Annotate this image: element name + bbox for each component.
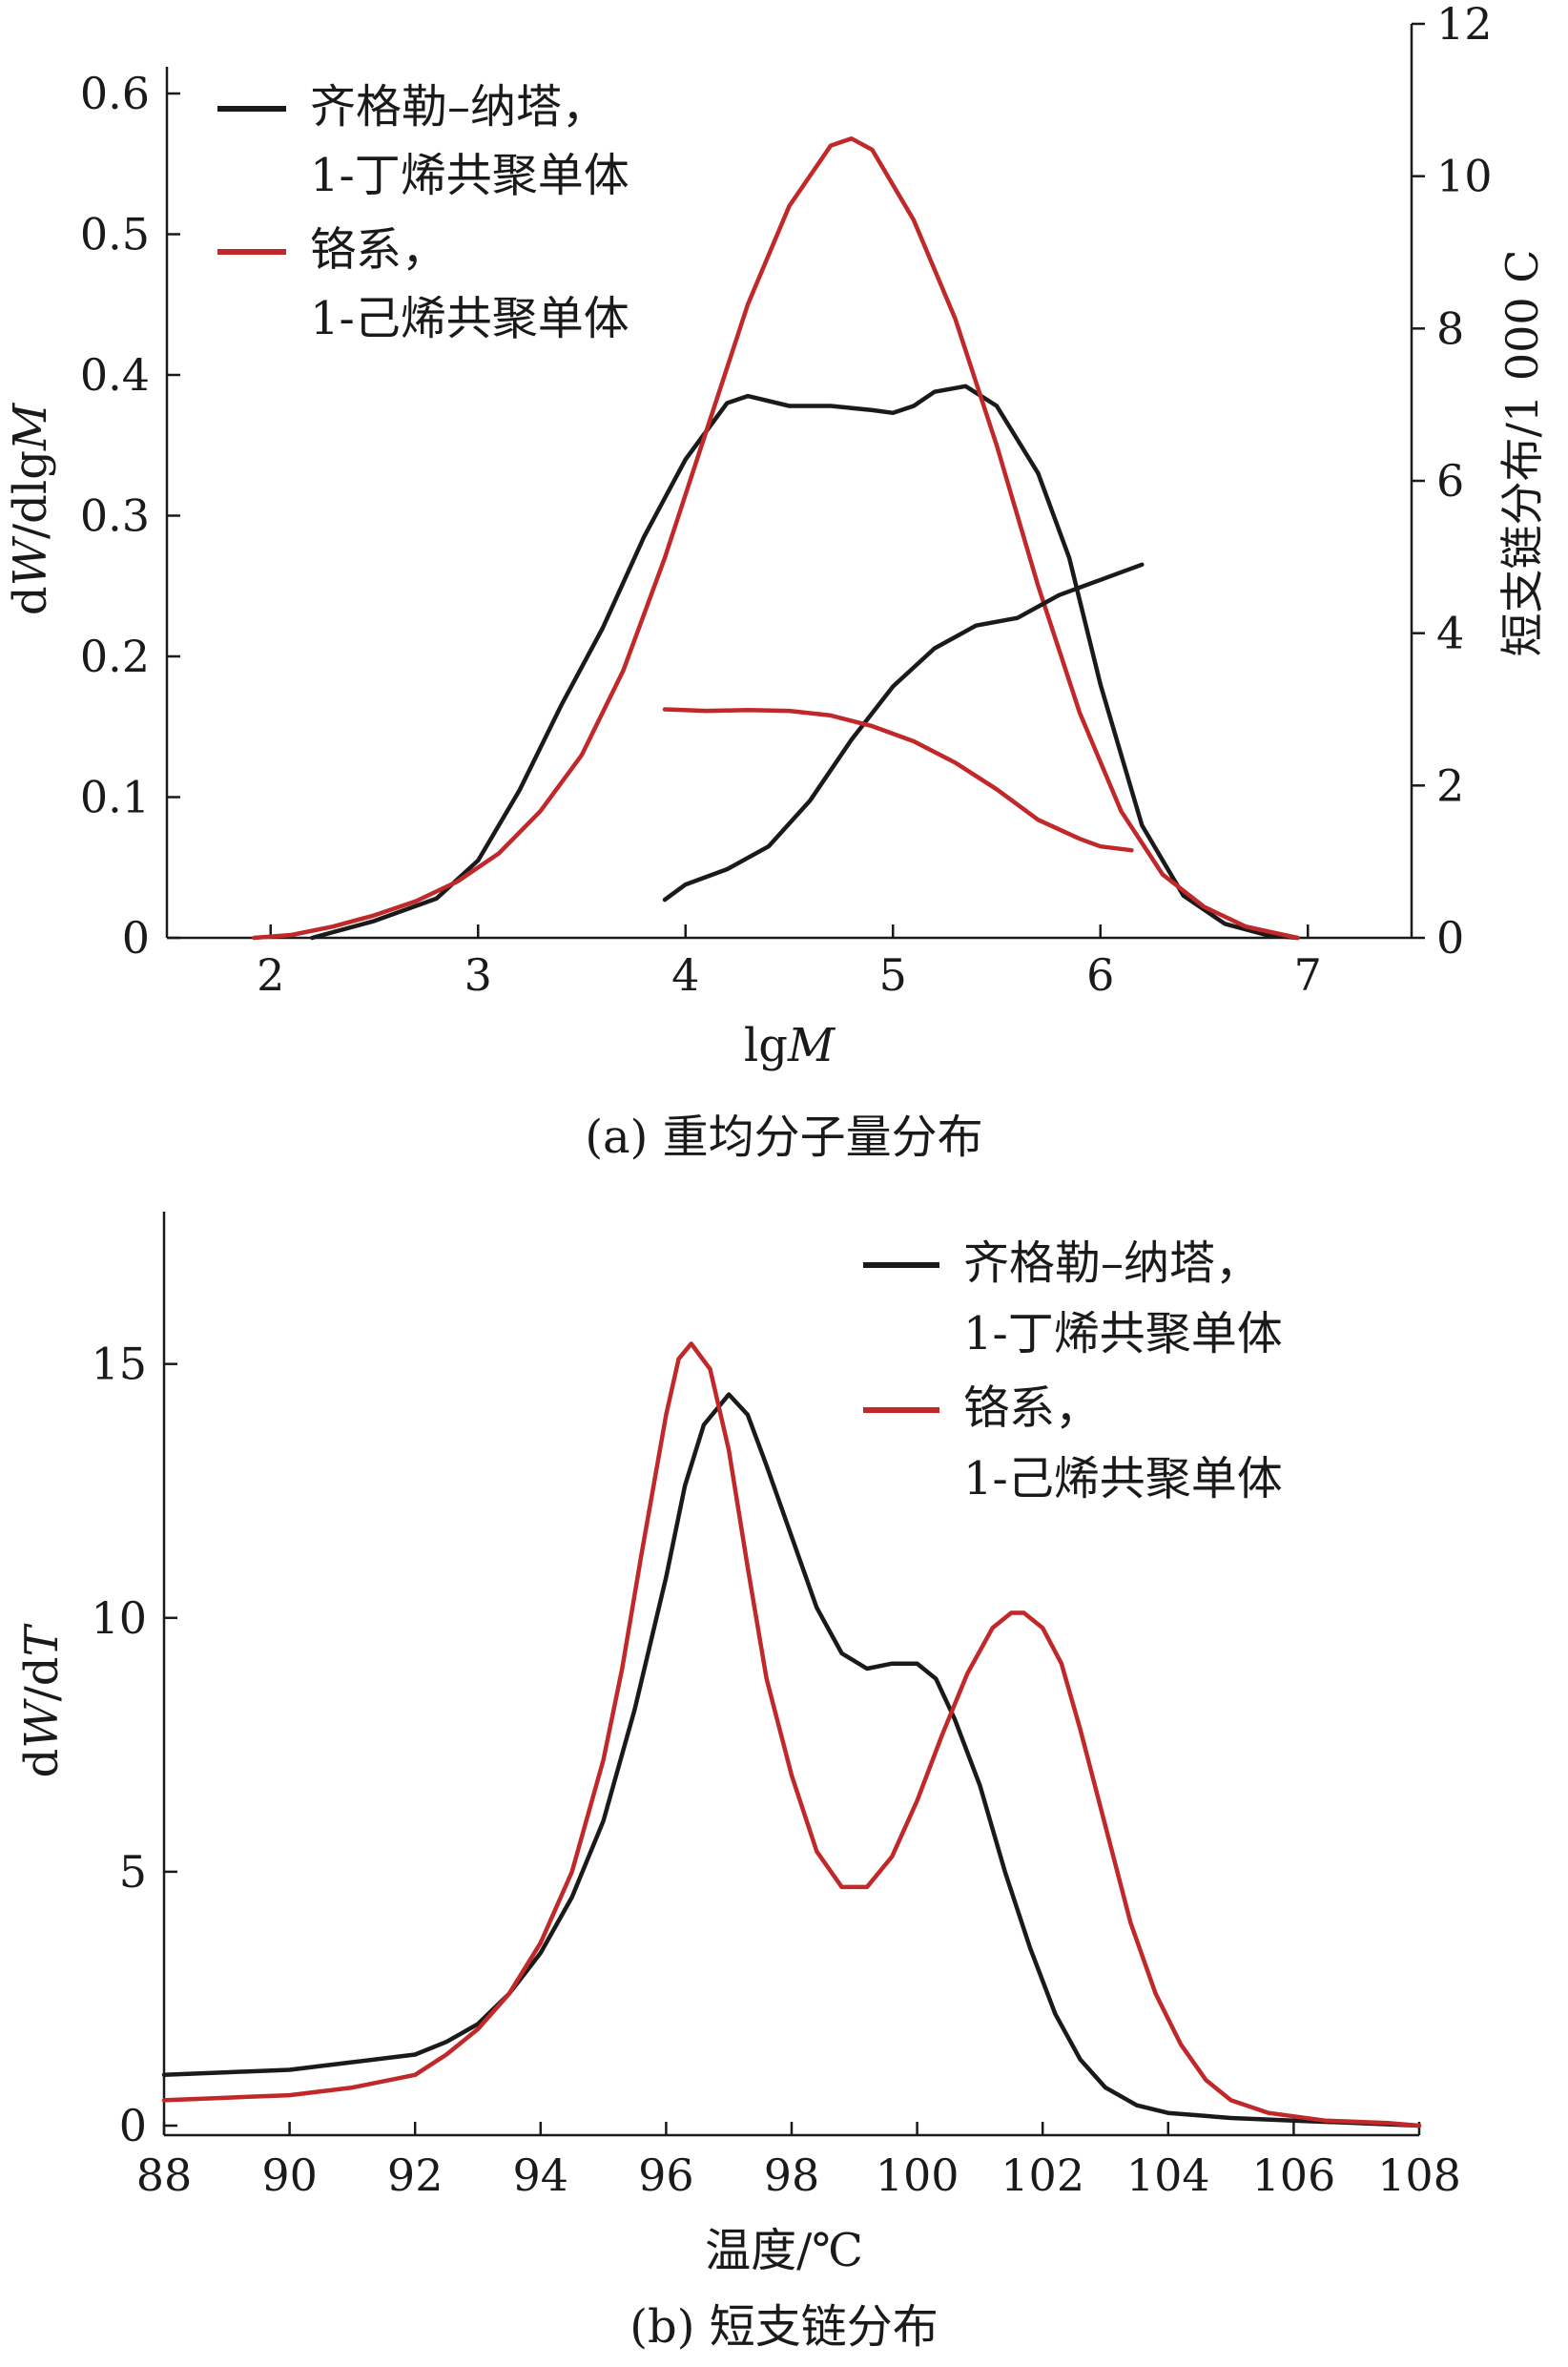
x-tick-label: 88: [136, 2149, 193, 2201]
y-tick-label: 0.4: [80, 349, 150, 401]
caption-b: (b) 短支链分布: [629, 2300, 938, 2354]
y-axis-label: dW/dlgM: [4, 402, 57, 615]
x-tick-label: 102: [1001, 2149, 1084, 2201]
series-line-0: [310, 384, 1300, 941]
legend-label: 齐格勒–纳塔，: [310, 80, 608, 134]
y-tick-label: 10: [91, 1592, 147, 1644]
y2-tick-label: 4: [1436, 608, 1464, 659]
y2-tick-label: 2: [1436, 759, 1464, 811]
series-line-2: [662, 562, 1145, 903]
x-tick-label: 2: [257, 949, 284, 1001]
x-tick-label: 108: [1377, 2149, 1461, 2201]
x-axis-label: lgM: [744, 1019, 836, 1072]
y2-tick-label: 10: [1436, 151, 1493, 202]
y2-axis-label: 短支链分布/1 000 C: [1496, 249, 1548, 656]
legend-label: 铬系，: [963, 1381, 1101, 1435]
x-tick-label: 7: [1294, 949, 1322, 1001]
y-axis-label: dW/dT: [15, 1624, 69, 1778]
x-axis-label: 温度/℃: [705, 2224, 863, 2277]
y-tick-label: 0.3: [80, 490, 150, 542]
y-tick-label: 0: [119, 2100, 147, 2151]
x-tick-label: 90: [261, 2149, 318, 2201]
series-line-0: [161, 1392, 1422, 2128]
y-tick-label: 5: [119, 1846, 147, 1898]
x-tick-label: 92: [387, 2149, 444, 2201]
x-tick-label: 104: [1126, 2149, 1210, 2201]
x-tick-label: 106: [1251, 2149, 1335, 2201]
legend-label: 1-己烯共聚单体: [963, 1452, 1283, 1505]
caption-a: (a) 重均分子量分布: [585, 1111, 982, 1164]
y2-tick-label: 0: [1436, 912, 1464, 964]
y-tick-label: 0: [122, 912, 150, 964]
legend-label: 铬系，: [310, 223, 447, 277]
legend-label: 1-己烯共聚单体: [310, 292, 629, 345]
x-tick-label: 3: [464, 949, 492, 1001]
x-tick-label: 5: [879, 949, 907, 1001]
y-tick-label: 0.1: [80, 772, 150, 823]
x-tick-label: 6: [1086, 949, 1114, 1001]
x-tick-label: 96: [638, 2149, 694, 2201]
y2-tick-label: 8: [1436, 302, 1464, 354]
y-tick-label: 15: [91, 1339, 147, 1390]
series-line-3: [662, 707, 1134, 853]
x-tick-label: 4: [671, 949, 699, 1001]
y-tick-label: 0.2: [80, 631, 150, 682]
legend-label: 1-丁烯共聚单体: [310, 149, 629, 202]
x-tick-label: 98: [764, 2149, 820, 2201]
chart-b: 88 90 92 94 96 98 100 102 104 106 108 0 5 10 15 温度/℃ dW/…: [15, 1212, 1461, 2354]
y2-tick-label: 6: [1436, 455, 1464, 507]
chart-a: 2 3 4 5 6 7 0 0.1 0.2 0.3 0.4 0.5 0.6 0 2 4 6 8 10 12 lgM dW/…: [4, 0, 1548, 1164]
legend-label: 1-丁烯共聚单体: [963, 1307, 1283, 1360]
y-tick-label: 0.5: [80, 209, 150, 260]
x-tick-label: 94: [513, 2149, 569, 2201]
series-line-1: [161, 1341, 1422, 2128]
y2-tick-label: 12: [1436, 0, 1493, 50]
x-tick-label: 100: [876, 2149, 959, 2201]
y-tick-label: 0.6: [80, 68, 150, 119]
series-line-1: [252, 135, 1300, 941]
legend-label: 齐格勒–纳塔，: [963, 1236, 1261, 1290]
